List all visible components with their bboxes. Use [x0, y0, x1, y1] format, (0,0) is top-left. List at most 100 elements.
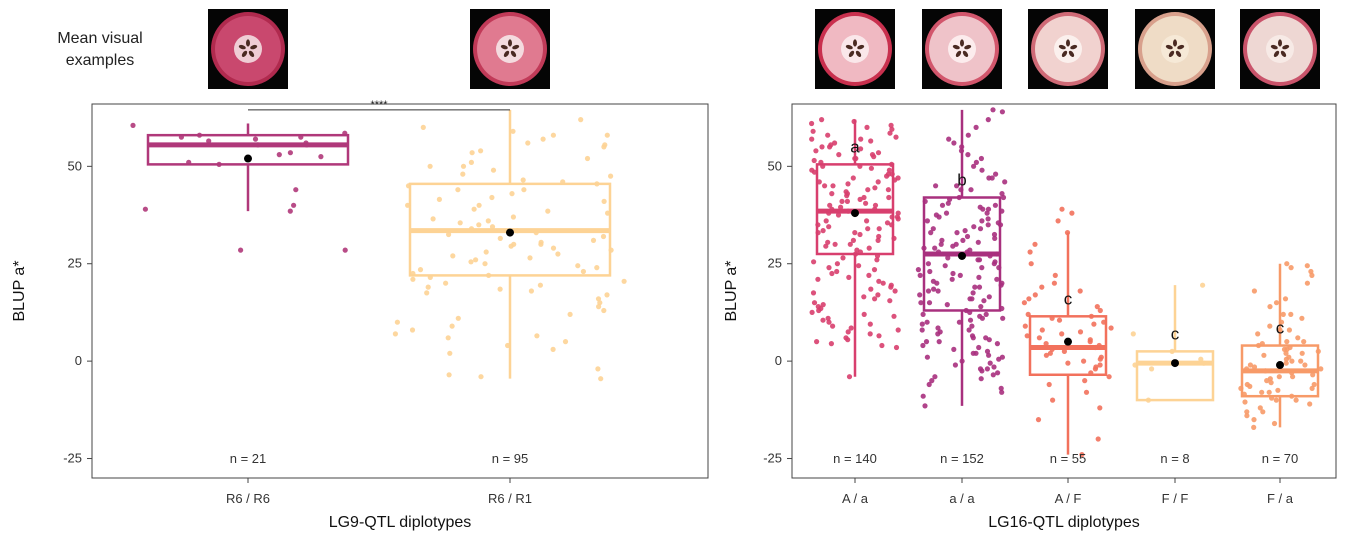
data-point	[1091, 321, 1097, 327]
data-point	[1282, 296, 1289, 302]
data-point	[1055, 218, 1061, 224]
data-point	[594, 181, 600, 187]
data-point	[1244, 366, 1250, 372]
data-point	[981, 298, 987, 304]
data-point	[845, 181, 851, 187]
data-point	[977, 226, 984, 232]
data-point	[946, 136, 952, 142]
mean-visual-examples-label: Mean visual examples	[40, 28, 160, 72]
data-point	[1304, 263, 1310, 269]
apple-seed	[1168, 50, 1175, 58]
x-tick-label: R6 / R1	[488, 491, 532, 506]
data-point	[598, 376, 604, 382]
data-point	[1024, 333, 1030, 339]
data-point	[238, 247, 244, 253]
data-point	[857, 231, 863, 238]
data-point	[1079, 452, 1085, 458]
data-point	[520, 177, 526, 183]
apple-slice-pink-icon	[470, 9, 550, 89]
data-point	[891, 235, 897, 241]
data-point	[829, 270, 835, 277]
data-point	[920, 342, 926, 349]
data-point	[1106, 374, 1112, 380]
data-point	[1264, 378, 1270, 384]
data-point	[851, 118, 857, 125]
data-point	[293, 187, 299, 193]
data-point	[987, 360, 993, 366]
data-point	[604, 132, 610, 138]
data-point	[874, 253, 881, 259]
data-point	[1149, 366, 1155, 372]
data-point	[820, 317, 826, 323]
data-point	[1027, 249, 1033, 255]
n-count-label: n = 21	[230, 451, 267, 466]
data-point	[846, 374, 853, 380]
apple-core-area	[948, 35, 976, 63]
data-point	[1309, 385, 1315, 391]
data-point	[1247, 362, 1253, 368]
data-point	[417, 267, 424, 273]
data-point	[979, 167, 985, 173]
data-point	[932, 374, 938, 380]
y-tick-label: 50	[768, 158, 782, 173]
data-point	[1051, 280, 1057, 286]
data-point	[868, 138, 874, 144]
data-point	[985, 216, 991, 222]
data-point	[1095, 436, 1101, 442]
data-point	[1251, 364, 1258, 370]
apple-seed	[855, 50, 862, 58]
data-point	[997, 222, 1004, 228]
data-point	[811, 157, 817, 164]
n-count-label: n = 140	[833, 451, 877, 466]
data-point	[410, 276, 416, 282]
data-point	[1255, 342, 1262, 349]
data-point	[958, 187, 964, 193]
data-point	[895, 216, 901, 222]
data-point	[1299, 315, 1305, 321]
data-point	[850, 237, 857, 243]
data-point	[985, 222, 991, 228]
data-point	[920, 311, 926, 317]
data-point	[1097, 307, 1103, 314]
n-count-label: n = 55	[1050, 451, 1087, 466]
data-point	[965, 152, 971, 158]
data-point	[850, 175, 856, 181]
data-point	[962, 228, 968, 234]
data-point	[1050, 397, 1056, 403]
data-point	[567, 311, 573, 317]
apple-seed	[1278, 39, 1282, 47]
apple-seed	[500, 44, 508, 50]
plot-frame	[91, 103, 709, 479]
data-point	[942, 263, 948, 269]
data-point	[809, 309, 815, 315]
data-point	[864, 218, 870, 224]
data-point	[978, 304, 984, 310]
apple-core-area	[841, 35, 869, 63]
data-point	[823, 243, 829, 249]
data-point	[925, 288, 932, 294]
data-point	[1290, 374, 1296, 380]
data-point	[1201, 360, 1207, 366]
data-point	[939, 202, 946, 208]
data-point	[1278, 319, 1285, 325]
data-point	[864, 124, 870, 130]
data-point	[555, 251, 561, 257]
data-point	[447, 350, 453, 356]
data-point	[990, 107, 996, 113]
group-r6-r6: R6 / R6 n = 21	[130, 122, 350, 506]
data-points	[1130, 282, 1207, 403]
data-point	[1049, 346, 1055, 352]
data-point	[578, 117, 584, 123]
data-point	[1049, 315, 1055, 321]
data-point	[1097, 405, 1103, 411]
data-point	[999, 389, 1005, 395]
data-point	[830, 323, 836, 329]
data-point	[857, 163, 863, 169]
data-point	[879, 342, 885, 349]
data-point	[829, 206, 835, 212]
data-point	[1260, 409, 1266, 415]
data-point	[1259, 389, 1265, 395]
data-point	[970, 350, 976, 356]
data-point	[993, 171, 999, 177]
data-point	[318, 154, 324, 160]
